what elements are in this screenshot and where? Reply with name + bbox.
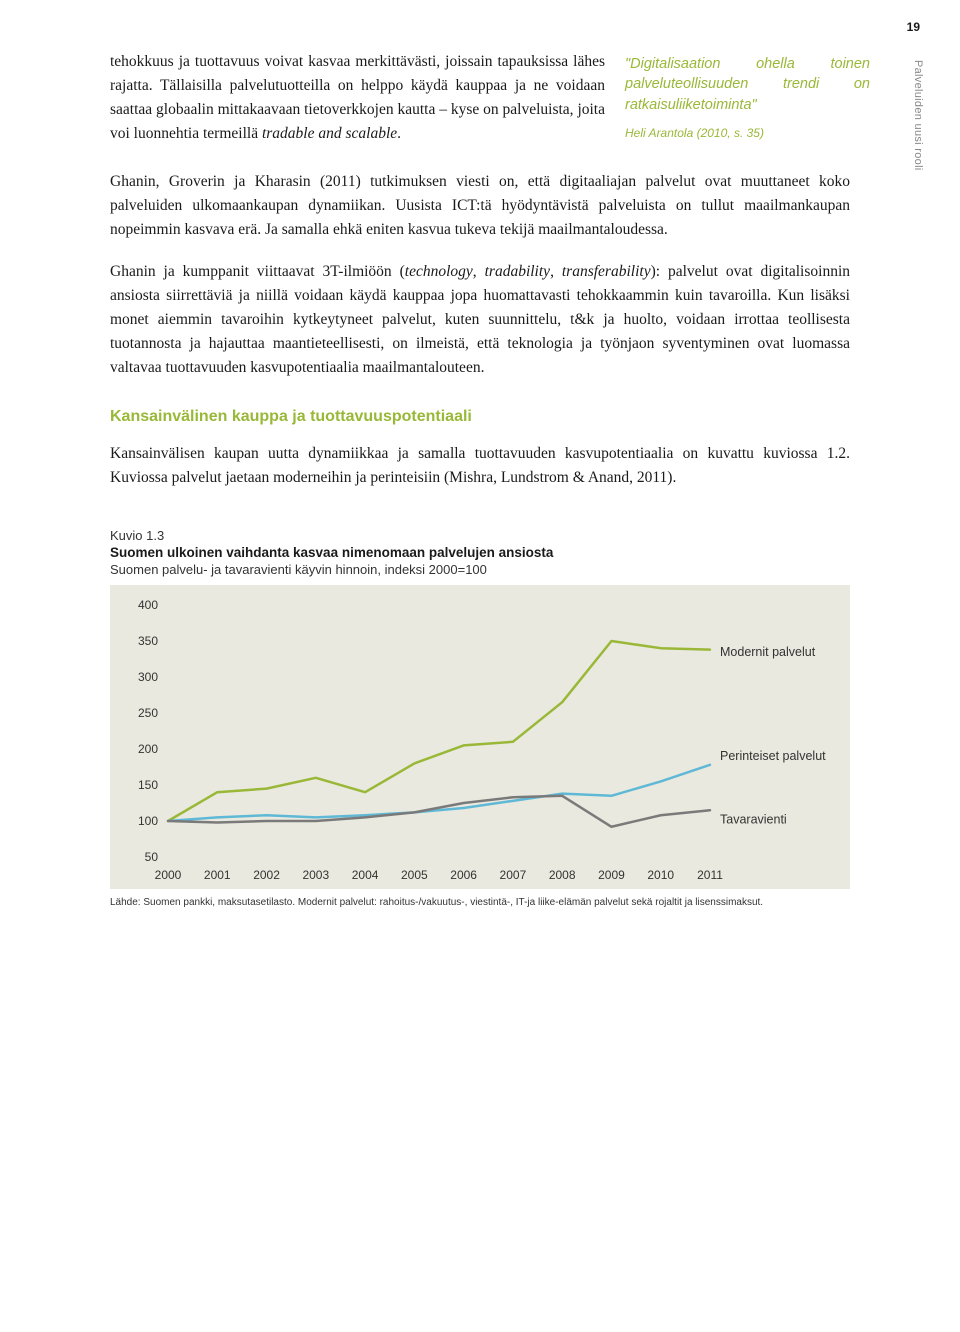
svg-text:2003: 2003 xyxy=(302,868,329,882)
svg-text:350: 350 xyxy=(138,634,158,648)
pullquote: "Digitalisaation ohella toinen palvelute… xyxy=(625,54,870,142)
p1-italic: tradable and scalable xyxy=(262,125,397,142)
svg-text:2000: 2000 xyxy=(155,868,182,882)
svg-text:300: 300 xyxy=(138,670,158,684)
svg-text:Tavaravienti: Tavaravienti xyxy=(720,813,787,827)
figure-title: Suomen ulkoinen vaihdanta kasvaa nimenom… xyxy=(110,545,850,560)
svg-text:Perinteiset palvelut: Perinteiset palvelut xyxy=(720,749,826,763)
svg-text:2009: 2009 xyxy=(598,868,625,882)
svg-text:2010: 2010 xyxy=(647,868,674,882)
pullquote-attribution: Heli Arantola (2010, s. 35) xyxy=(625,125,870,142)
figure-subtitle: Suomen palvelu- ja tavaravienti käyvin h… xyxy=(110,562,850,577)
side-section-label: Palveluiden uusi rooli xyxy=(912,60,924,171)
pullquote-text: "Digitalisaation ohella toinen palvelute… xyxy=(625,56,870,113)
figure-source: Lähde: Suomen pankki, maksutasetilasto. … xyxy=(110,897,850,908)
p3-i3: transferability xyxy=(562,263,651,280)
p3-c: , xyxy=(550,263,562,280)
svg-text:50: 50 xyxy=(145,850,159,864)
svg-text:150: 150 xyxy=(138,778,158,792)
paragraph-3: Ghanin ja kumppanit viittaavat 3T-ilmiöö… xyxy=(110,260,850,380)
section-heading: Kansainvälinen kauppa ja tuottavuuspoten… xyxy=(110,408,850,426)
svg-text:2008: 2008 xyxy=(549,868,576,882)
svg-text:2002: 2002 xyxy=(253,868,280,882)
paragraph-4: Kansainvälisen kaupan uutta dynamiikkaa … xyxy=(110,442,850,490)
svg-text:100: 100 xyxy=(138,814,158,828)
svg-text:2011: 2011 xyxy=(697,868,723,882)
svg-text:2007: 2007 xyxy=(500,868,527,882)
p1-part-b: . xyxy=(397,125,401,142)
p3-a: Ghanin ja kumppanit viittaavat 3T-ilmiöö… xyxy=(110,263,405,280)
p3-i1: technology xyxy=(405,263,473,280)
chart-container: 50 100 150 200 250 300 350 400 2000 2001 2002 2003 2… xyxy=(110,585,850,889)
svg-text:250: 250 xyxy=(138,706,158,720)
svg-text:400: 400 xyxy=(138,598,158,612)
paragraph-1-2: "Digitalisaation ohella toinen palvelute… xyxy=(110,50,850,242)
svg-text:Modernit palvelut: Modernit palvelut xyxy=(720,645,816,659)
p2-text: Ghanin, Groverin ja Kharasin (2011) tutk… xyxy=(110,173,850,238)
line-chart: 50 100 150 200 250 300 350 400 2000 2001 2002 2003 2… xyxy=(120,595,840,885)
svg-text:2001: 2001 xyxy=(204,868,231,882)
figure-1-3: Kuvio 1.3 Suomen ulkoinen vaihdanta kasv… xyxy=(110,528,850,908)
svg-text:200: 200 xyxy=(138,742,158,756)
svg-text:2006: 2006 xyxy=(450,868,477,882)
svg-text:2005: 2005 xyxy=(401,868,428,882)
p3-i2: tradability xyxy=(485,263,550,280)
p3-b: , xyxy=(473,263,485,280)
svg-text:2004: 2004 xyxy=(352,868,379,882)
figure-label: Kuvio 1.3 xyxy=(110,528,850,543)
page-number: 19 xyxy=(907,20,920,34)
